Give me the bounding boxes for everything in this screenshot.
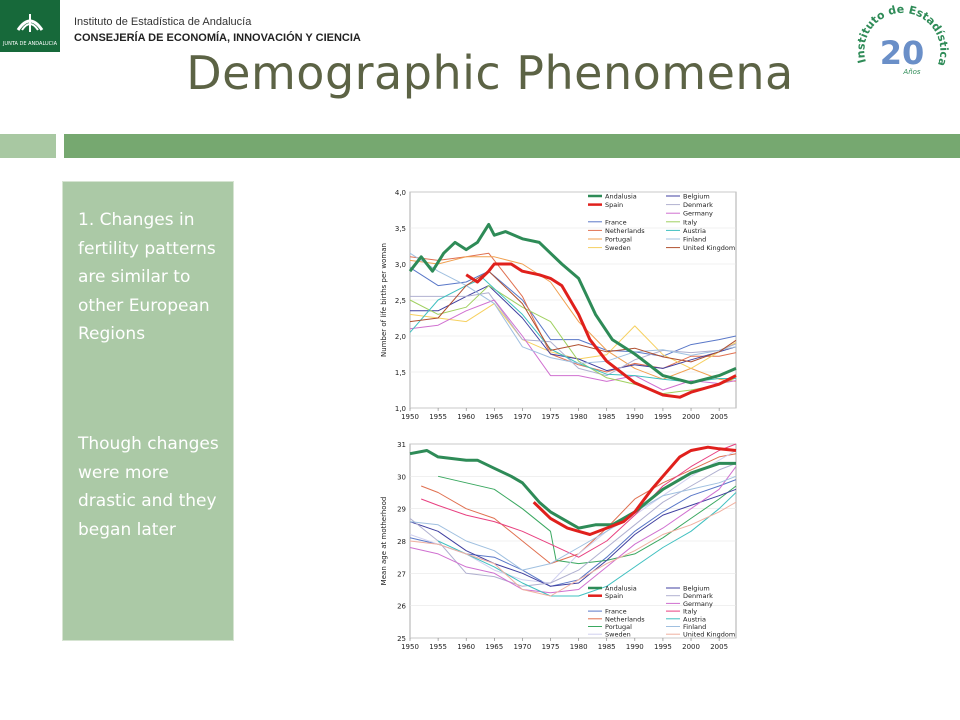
seal-number: 20 [880, 34, 925, 72]
series-line-italy [409, 285, 737, 395]
x-tick-label: 2005 [710, 643, 728, 651]
legend-label: Italy [683, 608, 697, 616]
legend-label: Netherlands [605, 615, 645, 623]
y-tick-label: 3,0 [395, 261, 406, 269]
organization-name: Instituto de Estadística de Andalucía [74, 16, 252, 28]
x-tick-label: 1990 [626, 643, 644, 651]
x-tick-label: 1970 [513, 643, 531, 651]
x-tick-label: 1985 [598, 643, 616, 651]
series-line-belgium [409, 488, 737, 587]
y-axis-label: Number of life births per woman [380, 243, 388, 357]
series-line-italy [421, 443, 737, 558]
bullet-point-2: Though changes were more drastic and the… [78, 434, 219, 540]
title-band-left [0, 134, 56, 158]
legend-label: Belgium [683, 585, 710, 593]
x-tick-label: 1965 [485, 643, 503, 651]
legend-label: Andalusia [605, 193, 637, 201]
y-tick-label: 2,0 [395, 333, 406, 341]
legend-label: Belgium [683, 193, 710, 201]
bullet-point-1: 1. Changes in fertility patterns are sim… [78, 210, 216, 345]
x-tick-label: 1955 [429, 413, 447, 421]
y-tick-label: 28 [397, 538, 406, 546]
legend-label: France [605, 608, 627, 616]
legend-label: Portugal [605, 623, 632, 631]
x-tick-label: 1975 [542, 643, 560, 651]
series-line-united-kingdom [409, 270, 737, 363]
series-line-spain [465, 262, 737, 399]
y-tick-label: 2,5 [395, 297, 406, 305]
legend-label: France [605, 218, 627, 226]
legend-label: Portugal [605, 236, 632, 244]
x-tick-label: 2000 [682, 643, 700, 651]
x-tick-label: 1955 [429, 643, 447, 651]
legend-label: Netherlands [605, 227, 645, 235]
series-line-finland [409, 475, 737, 571]
legend-label: Sweden [605, 244, 631, 252]
x-tick-label: 1995 [654, 643, 672, 651]
x-tick-label: 1980 [570, 643, 588, 651]
y-tick-label: 29 [397, 506, 406, 514]
legend-label: Sweden [605, 631, 631, 639]
text-panel: 1. Changes in fertility patterns are sim… [62, 181, 234, 641]
y-tick-label: 4,0 [395, 189, 406, 197]
legend-label: United Kingdom [683, 631, 735, 639]
legend-label: Italy [683, 218, 697, 226]
page-title: Demographic Phenomena [186, 46, 794, 100]
series-line-denmark [410, 292, 737, 377]
legend-label: United Kingdom [683, 244, 735, 252]
x-tick-label: 1960 [457, 413, 475, 421]
x-tick-label: 1980 [570, 413, 588, 421]
legend-label: Denmark [683, 201, 713, 209]
x-tick-label: 1995 [654, 413, 672, 421]
legend-label: Spain [605, 201, 623, 209]
series-line-spain [532, 445, 737, 536]
legend-label: Andalusia [605, 585, 637, 593]
legend-label: Finland [683, 623, 706, 631]
legend-label: Spain [605, 592, 623, 600]
legend-label: Germany [683, 210, 713, 218]
x-tick-label: 1950 [401, 413, 419, 421]
x-tick-label: 1965 [485, 413, 503, 421]
x-tick-label: 1990 [626, 413, 644, 421]
legend-label: Germany [683, 600, 713, 608]
title-band-right [64, 134, 960, 158]
series-line-austria [437, 492, 737, 597]
y-tick-label: 25 [397, 635, 406, 643]
legend-label: Austria [683, 615, 706, 623]
anniversary-seal: Instituto de Estadística de Andalucía 20… [848, 0, 952, 98]
mean-age-motherhood-chart: 25 26 27 28 29 30 31 1950 1955 1960 1965 1970 1975 19… [380, 441, 737, 651]
seal-years: Años [902, 68, 921, 76]
y-tick-label: 30 [397, 473, 406, 481]
series-line-france [409, 267, 737, 357]
legend-label: Austria [683, 227, 706, 235]
y-tick-label: 27 [397, 570, 406, 578]
x-tick-label: 2000 [682, 413, 700, 421]
series-line-portugal [437, 475, 737, 565]
x-tick-label: 1950 [401, 643, 419, 651]
department-name: CONSEJERÍA DE ECONOMÍA, INNOVACIÓN Y CIE… [74, 32, 361, 44]
y-tick-label: 1,5 [395, 369, 406, 377]
x-tick-label: 2005 [710, 413, 728, 421]
logo-emblem-icon: JUNTA DE ANDALUCIA [2, 14, 58, 47]
fertility-rate-chart: 1,0 1,5 2,0 2,5 3,0 3,5 4,0 1950 1955 1960 1965 197… [380, 189, 737, 421]
junta-de-andalucia-logo: JUNTA DE ANDALUCIA [0, 0, 60, 52]
y-tick-label: 26 [397, 603, 406, 611]
y-axis-label: Mean age at motherhood [380, 497, 388, 586]
series-line-andalusia [409, 449, 736, 530]
x-tick-label: 1960 [457, 643, 475, 651]
y-tick-label: 31 [397, 441, 406, 449]
x-tick-label: 1975 [542, 413, 560, 421]
x-tick-label: 1985 [598, 413, 616, 421]
y-tick-label: 3,5 [395, 225, 406, 233]
series-line-germany [409, 466, 737, 594]
series-line-andalusia [408, 222, 737, 385]
series-line-united-kingdom [409, 501, 737, 597]
series-line-germany [409, 299, 737, 391]
y-tick-label: 1,0 [395, 405, 406, 413]
logo-caption: JUNTA DE ANDALUCIA [2, 41, 58, 47]
legend-label: Denmark [683, 592, 713, 600]
legend-label: Finland [683, 236, 706, 244]
series-line-denmark [409, 462, 737, 587]
x-tick-label: 1970 [513, 413, 531, 421]
